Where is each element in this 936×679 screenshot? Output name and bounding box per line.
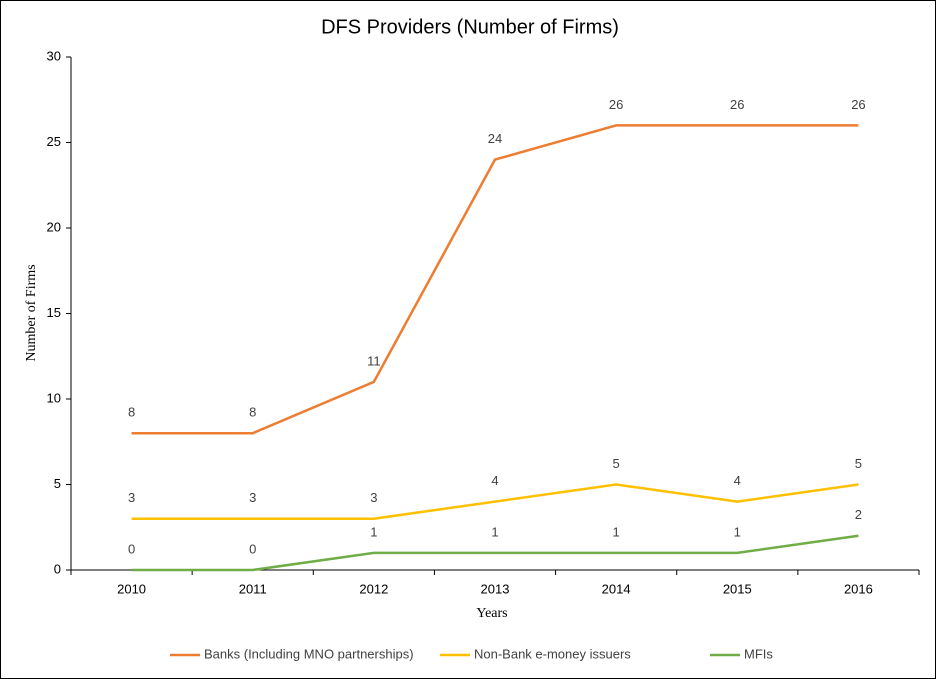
data-label: 2 [855, 507, 862, 522]
data-label: 5 [613, 456, 620, 471]
y-tick-label: 10 [47, 390, 61, 405]
data-label: 8 [249, 405, 256, 420]
data-label: 1 [370, 524, 377, 539]
data-label: 24 [488, 131, 502, 146]
data-label: 4 [491, 473, 498, 488]
x-tick-label: 2010 [117, 581, 146, 596]
data-label: 0 [249, 541, 256, 556]
x-tick-label: 2015 [723, 581, 752, 596]
data-label: 3 [249, 490, 256, 505]
data-label: 8 [128, 405, 135, 420]
legend-label: MFIs [744, 646, 773, 661]
series-line [131, 534, 859, 572]
y-tick-label: 20 [47, 219, 61, 234]
data-label: 26 [851, 97, 865, 112]
x-tick-label: 2012 [359, 581, 388, 596]
y-tick-label: 15 [47, 305, 61, 320]
y-axis-label: Number of Firms [24, 264, 39, 361]
x-axis-label: Years [476, 606, 507, 621]
data-label: 1 [613, 524, 620, 539]
data-label: 3 [370, 490, 377, 505]
x-tick-label: 2011 [239, 581, 267, 596]
x-tick-label: 2016 [844, 581, 873, 596]
series-line [131, 483, 859, 520]
legend-label: Banks (Including MNO partnerships) [204, 646, 414, 661]
data-label: 5 [855, 456, 862, 471]
y-tick-label: 30 [47, 48, 61, 63]
x-tick-label: 2013 [481, 581, 510, 596]
x-tick-label: 2014 [602, 581, 631, 596]
data-label: 1 [734, 524, 741, 539]
chart-title: DFS Providers (Number of Firms) [321, 16, 619, 38]
data-label: 1 [491, 524, 498, 539]
data-label: 4 [734, 473, 741, 488]
data-label: 26 [730, 97, 744, 112]
data-label: 3 [128, 490, 135, 505]
series-line [131, 124, 859, 435]
data-label: 26 [609, 97, 623, 112]
legend-label: Non-Bank e-money issuers [474, 646, 631, 661]
data-label: 11 [367, 353, 381, 368]
y-tick-label: 0 [54, 561, 61, 576]
y-tick-label: 25 [47, 134, 61, 149]
data-label: 0 [128, 541, 135, 556]
y-tick-label: 5 [54, 476, 61, 491]
